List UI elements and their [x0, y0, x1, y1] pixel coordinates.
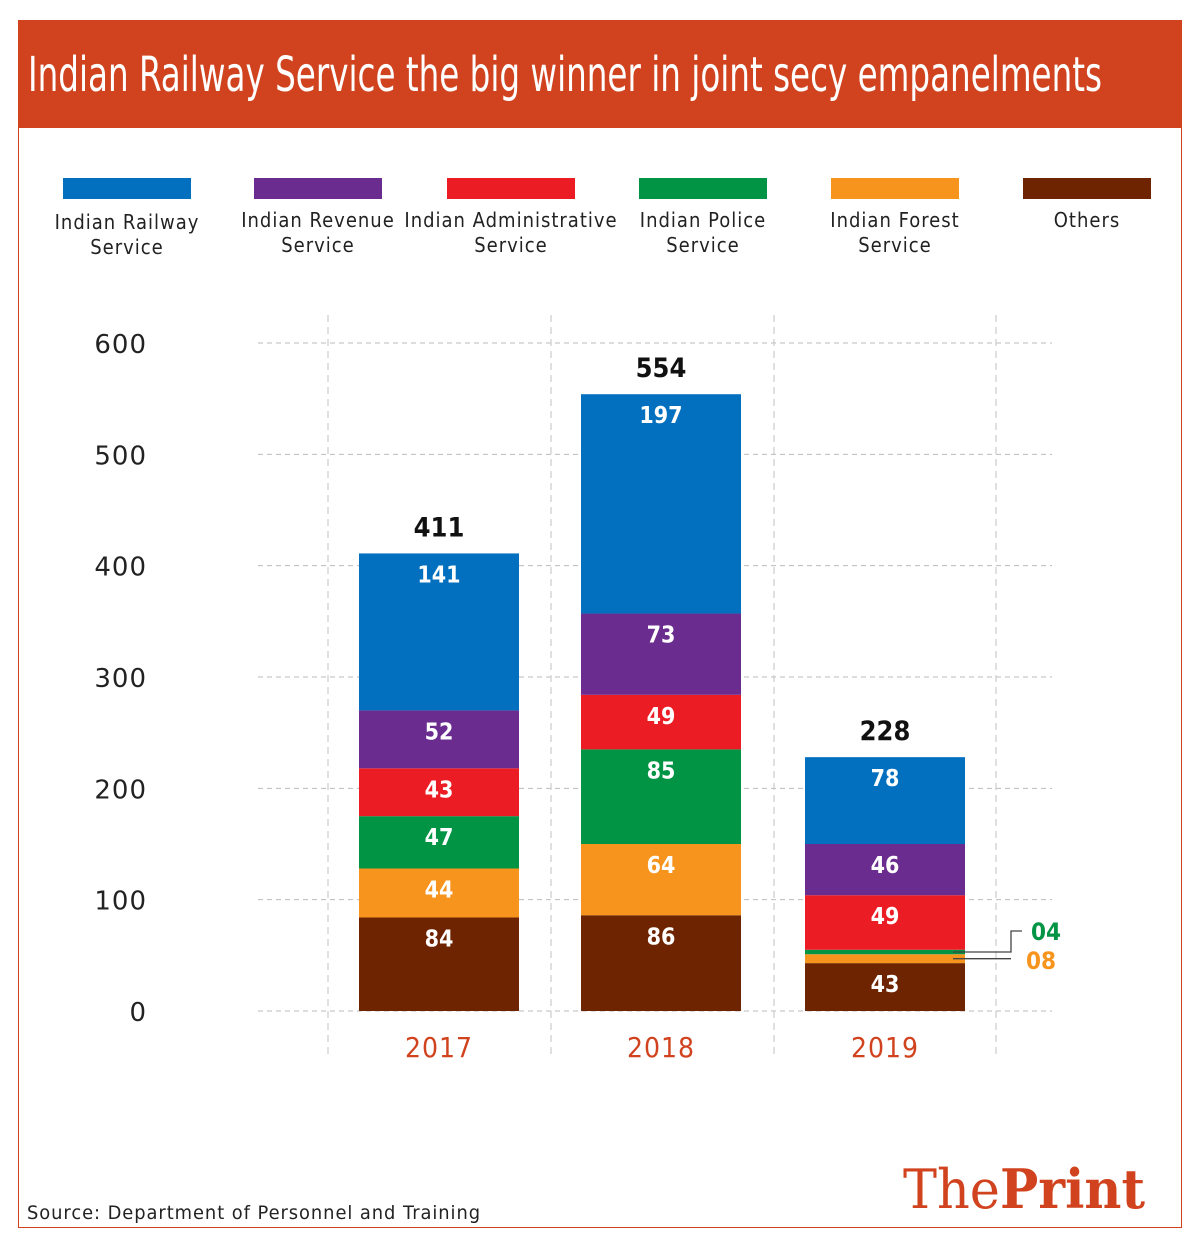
- callout-label: 08: [1026, 947, 1056, 975]
- theprint-logo: ThePrint: [903, 1157, 1145, 1221]
- callout-line: [953, 930, 1022, 953]
- bars: 84 44 47 43 52 141 411 86 64 85 49 73 197 554 43 49 46 78…: [359, 353, 965, 1011]
- y-tick-label: 300: [94, 664, 147, 694]
- legend-label: Service: [474, 233, 548, 257]
- bar-segment: [359, 553, 519, 711]
- legend-label: Service: [90, 235, 164, 259]
- segment-label: 44: [425, 877, 454, 903]
- legend-swatch: [639, 178, 767, 199]
- segment-label: 43: [425, 777, 454, 803]
- bar-segment: [359, 868, 519, 918]
- legend-label: Indian Forest: [830, 208, 959, 232]
- total-label: 554: [636, 353, 687, 384]
- x-tick-label: 2018: [627, 1031, 695, 1064]
- source-note: Source: Department of Personnel and Trai…: [27, 1202, 481, 1224]
- logo-print: Print: [1000, 1157, 1145, 1221]
- y-tick-label: 100: [94, 887, 147, 917]
- legend-swatch: [1023, 178, 1151, 199]
- bar-segment: [581, 394, 741, 614]
- callout-label: 04: [1031, 918, 1061, 946]
- segment-label: 86: [647, 924, 676, 950]
- legend-swatch: [254, 178, 382, 199]
- segment-label: 47: [425, 825, 454, 851]
- x-tick-label: 2017: [405, 1031, 473, 1064]
- bar-segment: [581, 749, 741, 844]
- segment-label: 73: [647, 623, 676, 649]
- logo-the: The: [903, 1158, 1000, 1221]
- bar-segment: [805, 949, 965, 955]
- legend-label: Indian Police: [640, 208, 766, 232]
- segment-label: 43: [871, 972, 900, 998]
- legend-label: Indian Railway: [55, 210, 200, 234]
- bar-segment: [581, 844, 741, 916]
- y-axis: 0 100 200 300 400 500 600: [94, 330, 147, 1028]
- bar-segment: [581, 694, 741, 750]
- bar-segment: [805, 757, 965, 844]
- bar-segment: [805, 963, 965, 1011]
- bar-segment: [359, 917, 519, 1011]
- bar-segment: [359, 816, 519, 869]
- y-tick-label: 0: [129, 998, 147, 1028]
- legend-swatch: [831, 178, 959, 199]
- bar-2017: 84 44 47 43 52 141 411: [359, 512, 519, 1011]
- segment-label: 49: [647, 704, 676, 730]
- legend-item: Others: [1023, 178, 1151, 232]
- bar-segment: [359, 768, 519, 817]
- bar-2019: 43 49 46 78 228: [805, 716, 965, 1011]
- segment-label: 52: [425, 719, 454, 745]
- segment-label: 197: [639, 403, 682, 429]
- bar-segment: [581, 613, 741, 695]
- segment-label: 84: [425, 926, 454, 952]
- bar-segment: [805, 844, 965, 896]
- segment-label: 49: [871, 904, 900, 930]
- segment-label: 78: [871, 766, 900, 792]
- bar-segment: [805, 895, 965, 950]
- y-tick-label: 600: [94, 330, 147, 360]
- bar-segment: [805, 954, 965, 964]
- segment-label: 46: [871, 853, 900, 879]
- legend-label: Service: [281, 233, 355, 257]
- total-label: 228: [860, 716, 911, 747]
- bar-segment: [581, 915, 741, 1011]
- legend-label: Service: [858, 233, 932, 257]
- x-tick-label: 2019: [851, 1031, 919, 1064]
- legend-label: Indian Administrative: [404, 208, 617, 232]
- legend-label: Others: [1054, 208, 1120, 232]
- segment-label: 141: [417, 562, 460, 588]
- legend-label: Service: [666, 233, 740, 257]
- title-bar: [18, 20, 1182, 128]
- legend-swatch: [63, 178, 191, 199]
- bar-2018: 86 64 85 49 73 197 554: [581, 353, 741, 1011]
- segment-label: 85: [647, 758, 676, 784]
- bar-segment: [359, 710, 519, 769]
- x-axis: 2017 2018 2019: [405, 1031, 919, 1064]
- total-label: 411: [414, 512, 465, 543]
- segment-label: 64: [647, 853, 676, 879]
- y-tick-label: 500: [94, 441, 147, 471]
- y-tick-label: 400: [94, 553, 147, 583]
- chart-title: Indian Railway Service the big winner in…: [28, 47, 1102, 103]
- legend-label: Indian Revenue: [241, 208, 395, 232]
- y-tick-label: 200: [94, 775, 147, 805]
- legend-swatch: [447, 178, 575, 199]
